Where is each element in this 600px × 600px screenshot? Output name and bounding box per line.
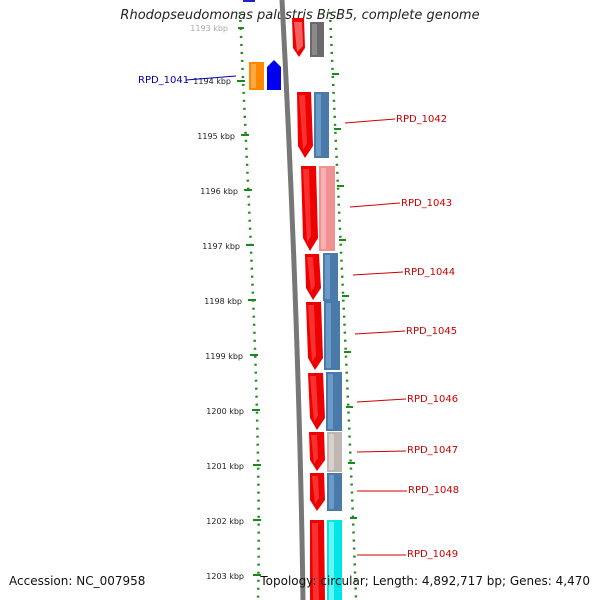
tick-label: 1203 kbp bbox=[206, 572, 244, 581]
tick-label: 1201 kbp bbox=[206, 462, 244, 471]
gene-arrow-shine bbox=[299, 95, 307, 150]
tick-label: 1197 kbp bbox=[202, 242, 240, 251]
topology-summary-text: Topology: circular; Length: 4,892,717 bp… bbox=[260, 574, 590, 588]
gene-leader-line bbox=[185, 75, 237, 81]
tick-marks bbox=[237, 27, 357, 576]
partial-top-block bbox=[243, 0, 255, 2]
gene-block-shine bbox=[325, 255, 330, 299]
gene-block-shine bbox=[326, 303, 331, 368]
gene-label-rpd-1048[interactable]: RPD_1048 bbox=[408, 485, 459, 496]
gene-label-rpd-1043[interactable]: RPD_1043 bbox=[401, 198, 452, 209]
gene-block-shine bbox=[312, 24, 317, 55]
gene-arrow-shine bbox=[308, 305, 316, 362]
tick-label: 1198 kbp bbox=[204, 297, 242, 306]
gene-arrow-shine bbox=[303, 169, 311, 243]
gene-block-shine bbox=[316, 94, 321, 156]
gene-label-rpd-1041[interactable]: RPD_1041 bbox=[138, 75, 189, 86]
gene-label-rpd-1046[interactable]: RPD_1046 bbox=[407, 394, 458, 405]
gene-block-shine bbox=[329, 475, 334, 509]
tick-label: 1202 kbp bbox=[206, 517, 244, 526]
gene-block-shine bbox=[329, 434, 334, 470]
ruler-outer-dots bbox=[328, 11, 358, 600]
tick-label: 1196 kbp bbox=[200, 187, 238, 196]
gene-label-rpd-1047[interactable]: RPD_1047 bbox=[407, 445, 458, 456]
gene-arrow-shine bbox=[307, 257, 315, 292]
gene-block-shine bbox=[329, 522, 334, 600]
tick-label: 1195 kbp bbox=[197, 132, 235, 141]
genome-title: Rhodopseudomonas palustris BisB5, comple… bbox=[120, 8, 480, 23]
gene-label-rpd-1049[interactable]: RPD_1049 bbox=[407, 549, 458, 560]
gene-label-rpd-1044[interactable]: RPD_1044 bbox=[404, 267, 455, 278]
gene-leader-line bbox=[349, 202, 401, 208]
gene-highlight-partial bbox=[294, 22, 303, 52]
gene-block-shine bbox=[251, 64, 256, 88]
gene-arrow-rpd-1041[interactable] bbox=[267, 60, 281, 90]
tick-label: 1194 kbp bbox=[193, 77, 231, 86]
gene-arrow-shine bbox=[312, 523, 319, 600]
gene-arrow-shine bbox=[311, 435, 318, 464]
gene-leader-line bbox=[356, 450, 407, 453]
gene-label-rpd-1045[interactable]: RPD_1045 bbox=[406, 326, 457, 337]
tick-label: 1200 kbp bbox=[206, 407, 244, 416]
gene-leader-line bbox=[356, 398, 407, 403]
gene-arrow-shine bbox=[312, 476, 319, 504]
tick-label: 1199 kbp bbox=[205, 352, 243, 361]
gene-block-shine bbox=[328, 374, 333, 429]
gene-leader-line bbox=[354, 330, 406, 335]
chromosome-backbone bbox=[279, 0, 306, 600]
tick-label: 1193 kbp bbox=[190, 24, 228, 33]
accession-text: Accession: NC_007958 bbox=[9, 574, 146, 588]
ruler-inner-dots bbox=[238, 11, 260, 600]
gene-leader-line bbox=[344, 118, 396, 124]
gene-arrow-shine bbox=[310, 376, 318, 422]
gene-label-rpd-1042[interactable]: RPD_1042 bbox=[396, 114, 447, 125]
gene-block-shine bbox=[321, 168, 326, 249]
gene-leader-line bbox=[352, 271, 404, 276]
